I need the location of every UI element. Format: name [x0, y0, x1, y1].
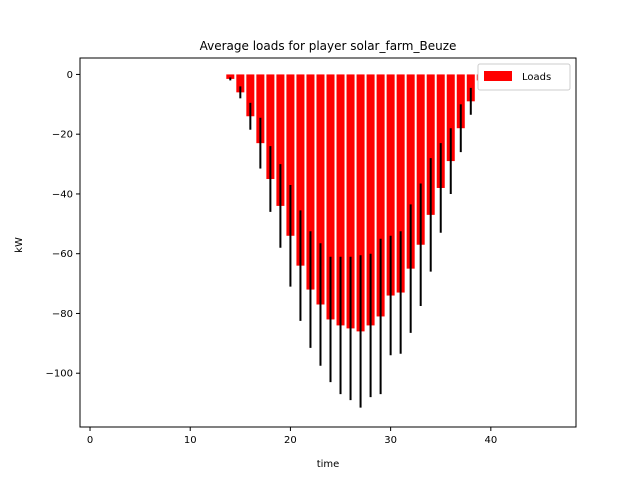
- y-tick-label: −80: [52, 309, 73, 320]
- bar: [406, 74, 415, 269]
- legend: Loads: [477, 63, 571, 91]
- bar: [316, 74, 325, 305]
- bar: [256, 74, 265, 144]
- bar: [296, 74, 305, 266]
- legend-swatch: [484, 71, 512, 81]
- bar: [276, 74, 285, 206]
- y-tick-label: 0: [67, 70, 73, 81]
- bar: [306, 74, 315, 290]
- x-tick-label: 0: [87, 435, 93, 446]
- plot-area: [79, 57, 577, 428]
- legend-frame: [477, 63, 571, 91]
- x-tick-label: 20: [284, 435, 297, 446]
- x-tick-label: 40: [484, 435, 497, 446]
- x-tick-label: 30: [384, 435, 397, 446]
- bar: [426, 74, 435, 215]
- plot-frame: [79, 57, 577, 428]
- bar: [326, 74, 335, 320]
- x-tick-label: 10: [184, 435, 197, 446]
- bar: [416, 74, 425, 245]
- bar: [246, 74, 255, 117]
- bar: [336, 74, 345, 326]
- bar: [436, 74, 445, 188]
- y-tick-label: −40: [52, 189, 73, 200]
- bar: [396, 74, 405, 293]
- y-axis: 0 −20 −40 −60 −80 −100: [46, 70, 80, 380]
- y-tick-label: −20: [52, 130, 73, 141]
- bar: [286, 74, 295, 236]
- bar: [446, 74, 455, 162]
- x-axis-label: time: [317, 459, 340, 470]
- bar: [266, 74, 275, 180]
- x-axis: 0 10 20 30 40: [87, 427, 497, 446]
- bar: [226, 74, 235, 79]
- y-tick-label: −60: [52, 249, 73, 260]
- bar: [386, 74, 395, 296]
- chart-title: Average loads for player solar_farm_Beuz…: [200, 39, 457, 53]
- bar: [346, 74, 355, 329]
- bar: [366, 74, 375, 326]
- y-tick-label: −100: [46, 369, 73, 380]
- bar: [456, 74, 465, 129]
- bar: [356, 74, 365, 332]
- bar: [236, 74, 245, 93]
- y-axis-label: kW: [14, 237, 25, 253]
- bar: [376, 74, 385, 317]
- legend-label: Loads: [522, 72, 551, 83]
